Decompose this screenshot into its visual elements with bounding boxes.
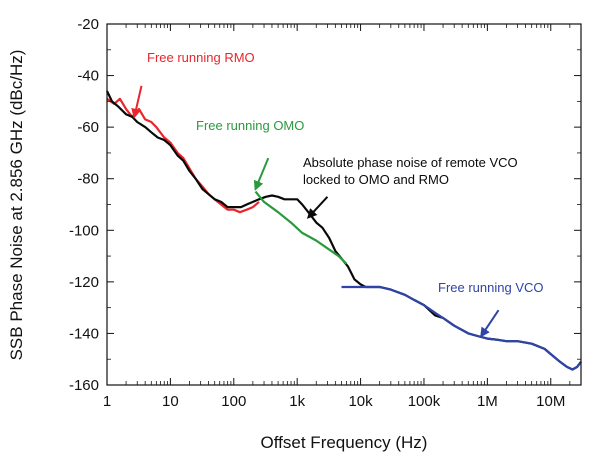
y-tick-label: -140 [69,325,99,342]
y-axis-title: SSB Phase Noise at 2.856 GHz (dBc/Hz) [7,50,26,361]
x-tick-label: 1k [289,393,305,410]
annotation-text: Free running OMO [196,118,304,133]
x-tick-label: 100k [408,393,441,410]
annotation-arrow [131,85,143,119]
annotation-line: locked to OMO and RMO [303,172,449,187]
y-tick-label: -80 [77,171,99,188]
x-tick-label: 10M [536,393,565,410]
annotation-arrow [480,309,500,338]
y-tick-label: -20 [77,16,99,33]
series-vco-locked-line [106,90,582,371]
series-layer [106,90,582,371]
annotation-text: Absolute phase noise of remote VCO locked… [303,155,518,187]
y-tick-label: -60 [77,119,99,136]
y-tick-label: -120 [69,274,99,291]
annotations: Free running RMO Free running OMO Absolute… [131,50,544,338]
series-vco-free-line [341,285,582,371]
plot-frame [106,23,582,386]
annotation-locked-vco: Absolute phase noise of remote VCO locked… [303,155,518,219]
y-tick-label: -100 [69,222,99,239]
x-tick-label: 10 [162,393,179,410]
y-tick-label: -40 [77,68,99,85]
series-omo-line [254,190,348,265]
x-tick-label: 100 [221,393,246,410]
annotation-omo: Free running OMO [196,118,304,191]
annotation-text: Free running RMO [147,50,255,65]
x-axis-title: Offset Frequency (Hz) [261,433,428,452]
annotation-line: Free running OMO [196,118,304,133]
y-tick-label: -160 [69,377,99,394]
annotation-line: Free running VCO [438,280,544,295]
annotation-line: Free running RMO [147,50,255,65]
axis-ticks: 1 10 100 1k 10k 100k 1M 10M -20 -40 -60 -80 -100 -120… [69,16,582,410]
x-tick-label: 10k [348,393,373,410]
annotation-text: Free running VCO [438,280,544,295]
x-tick-label: 1M [477,393,498,410]
annotation-rmo: Free running RMO [131,50,255,119]
annotation-vco: Free running VCO [438,280,544,338]
annotation-line: Absolute phase noise of remote VCO [303,155,518,170]
x-tick-label: 1 [103,393,111,410]
annotation-arrow [306,196,329,219]
annotation-arrow [253,157,270,191]
